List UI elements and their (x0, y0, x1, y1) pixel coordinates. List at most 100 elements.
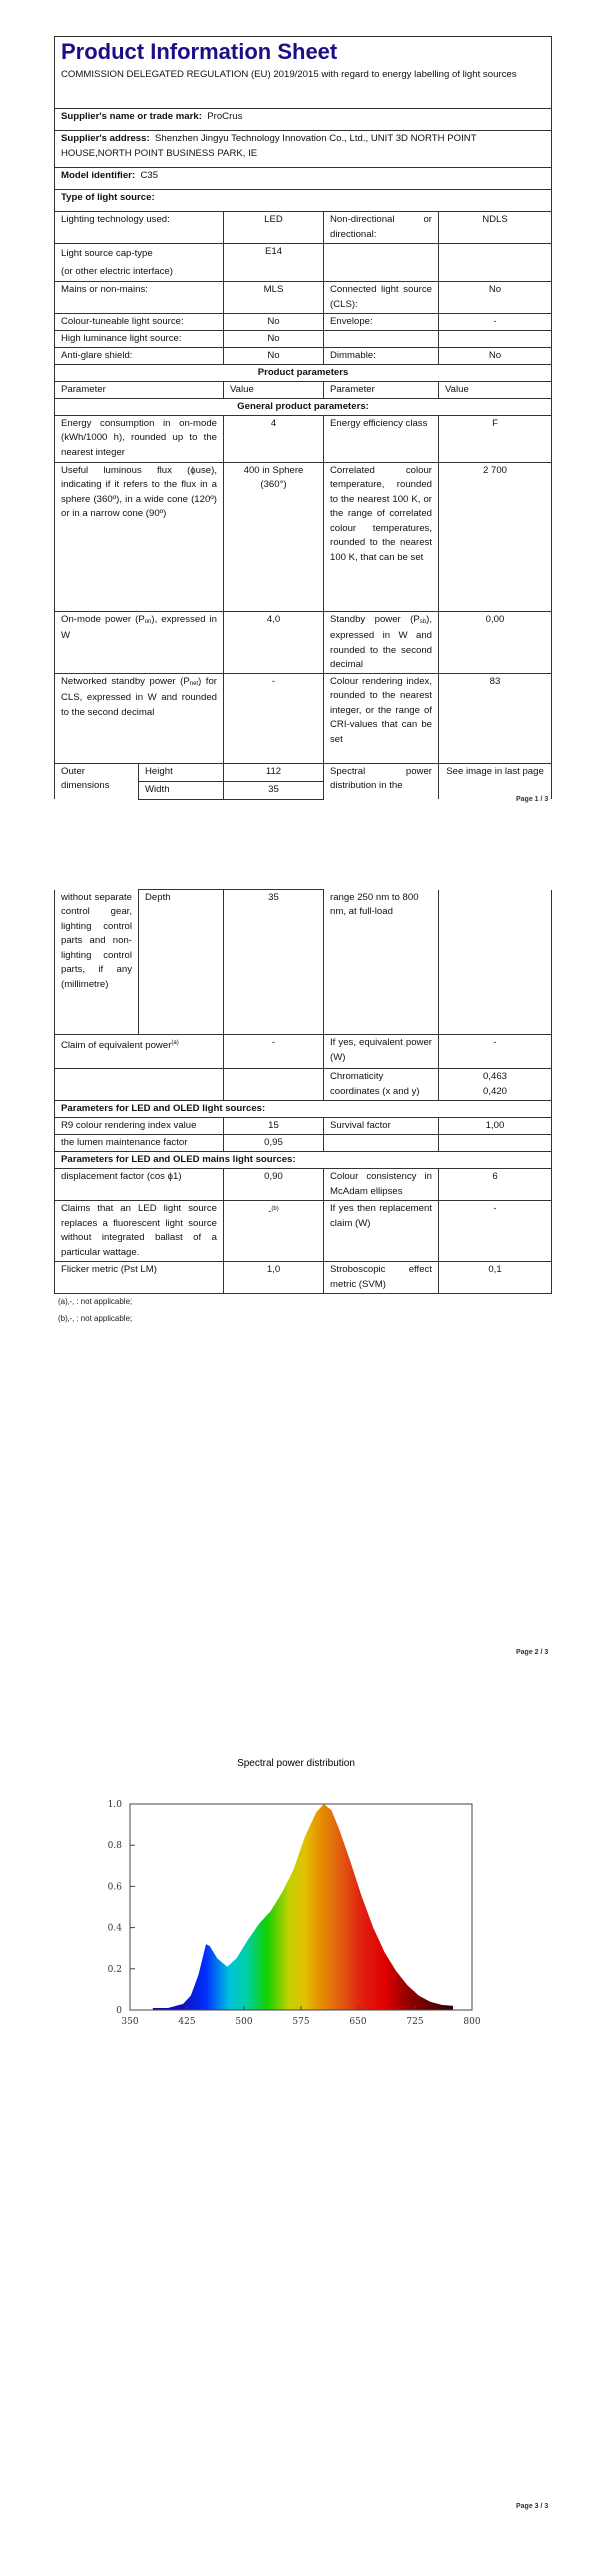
table-row: Light source cap-type (or other electric … (54, 243, 553, 282)
cell: Depth (138, 889, 224, 1035)
cell: NDLS (437, 211, 553, 244)
cell: 35 (223, 780, 324, 800)
x-tick-label: 650 (349, 2017, 366, 2027)
cell: 2 700 (437, 461, 553, 612)
cell (323, 243, 439, 282)
y-tick-label: 0.4 (108, 1924, 123, 1934)
cell: No (223, 313, 324, 331)
supplier-name: ProCrus (207, 111, 243, 122)
cell: If yes, equivalent power (W) (323, 1034, 439, 1069)
model-label: Model identifier: (61, 170, 136, 181)
table-row: without separate control gear, lighting … (54, 889, 552, 1035)
table-row: Flicker metric (Pst LM) 1,0 Stroboscopic e… (54, 1261, 552, 1294)
cell: 0,95 (223, 1134, 324, 1152)
cell: 400 in Sphere (360°) (223, 461, 324, 612)
table-row: On-mode power (Pon), expressed in W 4,0 St… (54, 610, 553, 674)
cell (323, 330, 439, 348)
cell: Standby power (Psb), expressed in W and … (323, 610, 439, 674)
cap-type-label: Light source cap-type (61, 248, 153, 259)
cell: - (223, 1034, 324, 1069)
mains-parameters-heading: Parameters for LED and OLED mains light … (54, 1151, 552, 1169)
cell: See image in last page (437, 762, 553, 799)
cell: - (437, 313, 553, 331)
cell (54, 1068, 224, 1101)
cell (223, 1068, 324, 1101)
cell: - (223, 672, 324, 764)
cell: Width (138, 780, 224, 800)
y-tick-label: 0.6 (108, 1882, 123, 1892)
cell: 83 (437, 672, 553, 764)
supplier-name-label: Supplier's name or trade mark: (61, 111, 202, 122)
cell: Colour consistency in McAdam ellipses (323, 1168, 439, 1201)
table-row: Colour-tuneable light source: No Envelope:… (54, 313, 553, 331)
column-header: Parameter (54, 381, 224, 399)
footnote-b: (b)‚-‚ : not applicable; (58, 1314, 133, 1323)
cell: No (223, 330, 324, 348)
text: Claim of equivalent power (61, 1040, 172, 1051)
type-heading: Type of light source: (53, 189, 553, 212)
subscript: net (189, 680, 199, 687)
table-row: Outer dimensions Height 112 Spectral power … (54, 762, 553, 799)
chart-title: Spectral power distribution (237, 1758, 355, 1769)
text: Standby power (P (330, 613, 420, 625)
y-tick-label: 0.8 (108, 1841, 123, 1851)
cell: - (438, 1034, 552, 1069)
regulation-text: COMMISSION DELEGATED REGULATION (EU) 201… (61, 69, 517, 80)
cell: Energy consumption in on-mode (kWh/1000 … (54, 414, 224, 463)
model-identifier: C35 (140, 170, 159, 181)
cell: 4,0 (223, 610, 324, 674)
cell: 0,463 0,420 (438, 1068, 552, 1101)
cell: Colour-tuneable light source: (54, 313, 224, 331)
text: - (268, 1206, 272, 1217)
chromaticity-x: 0,463 (482, 1071, 507, 1082)
x-tick-label: 800 (463, 2017, 480, 2027)
cell: Useful luminous flux (ϕuse), indicating … (54, 461, 224, 612)
cell: Outer dimensions (54, 762, 139, 799)
cap-type-note: (or other electric interface) (61, 266, 173, 277)
cell: Claims that an LED light source replaces… (54, 1200, 224, 1262)
subscript: on (144, 618, 152, 625)
footnote-a: (a)‚-‚ : not applicable; (58, 1297, 133, 1306)
cell: MLS (223, 281, 324, 314)
superscript: (a) (171, 1040, 179, 1046)
model-row: Model identifier: C35 (53, 167, 553, 190)
y-tick-label: 1.0 (108, 1800, 123, 1810)
spectral-chart: Spectral power distribution 0 0.2 0.4 0.6 0.… (108, 1758, 481, 2027)
cell: 4 (223, 414, 324, 463)
cell: 0,1 (438, 1261, 552, 1294)
cell: Energy efficiency class (323, 414, 439, 463)
text: ), expressed in W (61, 613, 217, 642)
cell: E14 (223, 243, 324, 282)
cell: Mains or non-mains: (54, 281, 224, 314)
y-tick-label: 0 (116, 2006, 122, 2016)
header-cell: Product Information Sheet COMMISSION DEL… (53, 36, 553, 109)
supplier-address-label: Supplier's address: (61, 133, 150, 144)
cell (437, 243, 553, 282)
column-header: Value (437, 381, 553, 399)
cell: Spectral power distribution in the (323, 762, 439, 799)
cell: displacement factor (cos ϕ1) (54, 1168, 224, 1201)
cell: Survival factor (323, 1117, 439, 1135)
table-row: Lighting technology used: LED Non-directio… (54, 211, 553, 244)
table-row: Networked standby power (Pnet) for CLS, … (54, 672, 553, 764)
supplier-address-row: Supplier's address: Shenzhen Jingyu Tech… (53, 130, 553, 168)
table-row: Claims that an LED light source replaces… (54, 1200, 552, 1262)
cell: LED (223, 211, 324, 244)
superscript: (b) (271, 1206, 279, 1212)
cell: Connected light source (CLS): (323, 281, 439, 314)
supplier-address: Shenzhen Jingyu Technology Innovation Co… (61, 133, 477, 159)
spectrum-area (152, 1804, 454, 2010)
page1-table: Product Information Sheet COMMISSION DEL… (53, 36, 553, 800)
cell: No (223, 347, 324, 365)
cell: No (437, 281, 553, 314)
table-row: Width 35 (55, 780, 552, 800)
cell: Correlated colour temperature, rounded t… (323, 461, 439, 612)
cell: On-mode power (Pon), expressed in W (54, 610, 224, 674)
cell: Dimmable: (323, 347, 439, 365)
x-tick-label: 350 (121, 2017, 138, 2027)
x-tick-label: 500 (235, 2017, 252, 2027)
cell: Envelope: (323, 313, 439, 331)
chromaticity-y: 0,420 (482, 1085, 507, 1097)
cell: F (437, 414, 553, 463)
column-headers: Parameter Value Parameter Value (54, 381, 553, 399)
